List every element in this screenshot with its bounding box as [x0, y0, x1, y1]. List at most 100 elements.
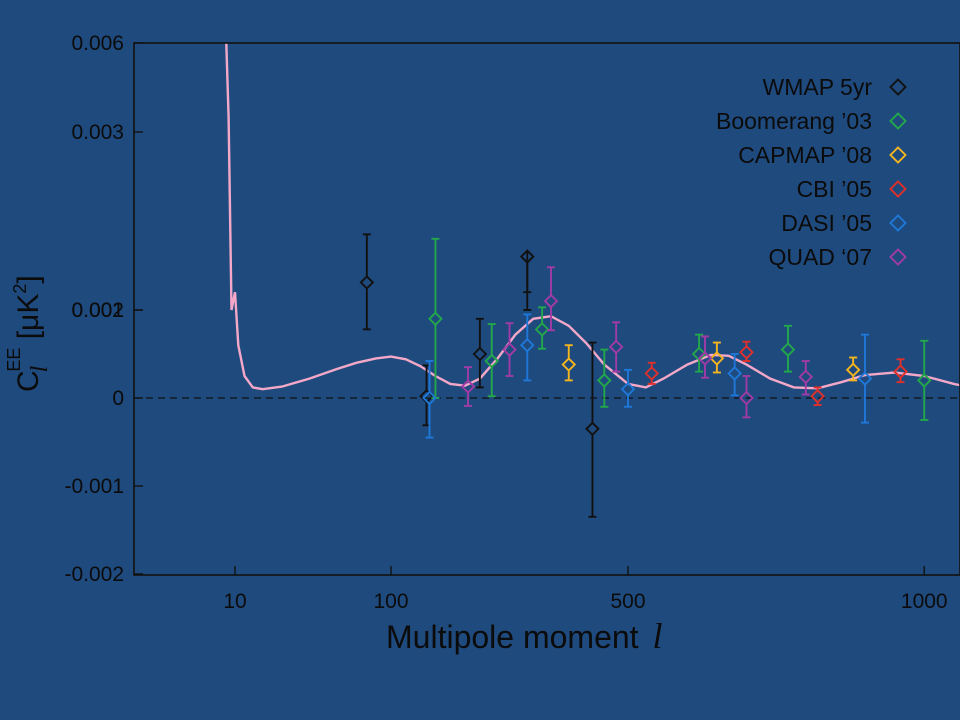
data-point — [561, 344, 577, 382]
diamond-marker — [810, 388, 825, 404]
plot-background — [134, 43, 960, 575]
x-axis-title-symbol: l — [653, 616, 663, 656]
legend-label: Boomerang ’03 — [716, 108, 872, 134]
legend-diamond-icon — [889, 78, 907, 96]
data-point — [472, 317, 488, 389]
diamond-marker — [502, 342, 517, 357]
series — [428, 237, 932, 421]
data-points — [359, 233, 932, 518]
data-point — [519, 313, 535, 382]
legend-label: CAPMAP ’08 — [738, 142, 872, 168]
diamond-marker — [484, 353, 500, 369]
diamond-marker — [709, 351, 725, 366]
diamond-marker — [359, 275, 375, 290]
x-axis-title: Multipole moment l — [386, 616, 663, 656]
data-point — [359, 233, 375, 331]
diamond-marker — [845, 362, 861, 378]
legend-label: WMAP 5yr — [763, 74, 873, 100]
diamond-marker — [543, 293, 559, 309]
model-curve — [225, 42, 960, 391]
data-point — [845, 356, 861, 382]
data-point — [502, 322, 517, 377]
data-point — [596, 348, 612, 408]
legend-diamond-icon — [889, 248, 907, 266]
diamond-marker — [727, 366, 742, 381]
y-axis-title-unit-close: ] — [12, 275, 45, 283]
y-axis-title-unit: [μK — [12, 294, 45, 348]
x-tick-labels: 1010050010001500 — [223, 590, 948, 613]
y-axis-title-sup: EE — [4, 348, 24, 372]
data-point — [893, 358, 908, 384]
y-tick-label: -0.001 — [64, 475, 124, 498]
data-point — [810, 386, 825, 406]
diamond-marker — [422, 390, 437, 406]
diamond-marker — [519, 249, 535, 264]
diamond-marker — [472, 346, 488, 362]
data-point — [644, 361, 660, 385]
diamond-marker — [596, 373, 612, 388]
series — [460, 266, 814, 419]
diamond-marker — [620, 381, 636, 397]
legend: WMAP 5yr Boomerang ’03 CAPMAP ’08 CBI ’05 DA… — [716, 74, 907, 270]
x-axis-title-text: Multipole moment — [386, 619, 639, 655]
diamond-marker — [798, 369, 814, 385]
legend-label: CBI ’05 — [797, 176, 872, 202]
diamond-marker — [916, 373, 932, 388]
y-tick-label: 0.003 — [71, 121, 124, 144]
diamond-marker — [644, 366, 660, 381]
diamond-marker — [608, 339, 624, 355]
y-tick-label: 0 — [112, 387, 124, 410]
y-axis-title-unit-sup: 2 — [10, 284, 30, 294]
x-tick-label: 1000 — [901, 590, 948, 613]
data-point — [608, 321, 624, 373]
diamond-marker — [857, 371, 873, 386]
data-point — [780, 324, 796, 373]
data-point — [422, 360, 437, 439]
data-point — [620, 368, 636, 408]
data-point — [916, 339, 932, 421]
diamond-marker — [893, 364, 908, 379]
legend-diamond-icon — [889, 214, 907, 232]
diamond-marker — [739, 344, 754, 360]
data-point — [585, 341, 600, 518]
data-point — [543, 266, 559, 332]
data-point — [857, 333, 873, 424]
data-point — [428, 237, 443, 399]
legend-diamond-icon — [889, 146, 907, 164]
y-axis-title: ClEE [μK2] — [4, 275, 53, 392]
diamond-marker — [561, 357, 577, 372]
y-tick-label: 0.002 — [71, 299, 124, 322]
plot-frame — [133, 42, 960, 576]
diamond-marker — [460, 379, 476, 394]
legend-label: QUAD ‘07 — [768, 244, 872, 270]
series — [644, 340, 908, 406]
data-point — [460, 366, 476, 407]
legend-diamond-icon — [889, 112, 907, 130]
diamond-marker — [739, 390, 754, 406]
data-point — [484, 323, 500, 398]
data-point — [739, 340, 754, 362]
y-axis-title-main: C — [12, 370, 45, 392]
data-point — [727, 353, 742, 397]
diamond-marker — [780, 342, 796, 357]
x-tick-label: 10 — [223, 590, 246, 613]
diamond-marker — [585, 421, 600, 437]
data-point — [739, 375, 754, 419]
series — [561, 341, 861, 382]
series — [422, 313, 873, 439]
legend-label: DASI ’05 — [781, 210, 872, 236]
data-point — [691, 333, 707, 373]
y-tick-label: 0.001 — [71, 299, 124, 322]
x-tick-label: 500 — [610, 590, 645, 613]
y-axis-title-sub: l — [27, 365, 53, 372]
diamond-marker — [519, 337, 535, 353]
axis-ticks — [134, 42, 925, 575]
x-tick-label: 100 — [373, 590, 408, 613]
data-point — [709, 341, 725, 374]
y-tick-label: 0.006 — [71, 32, 124, 55]
diamond-marker — [697, 351, 713, 366]
diamond-marker — [534, 322, 550, 337]
data-point — [697, 335, 713, 379]
